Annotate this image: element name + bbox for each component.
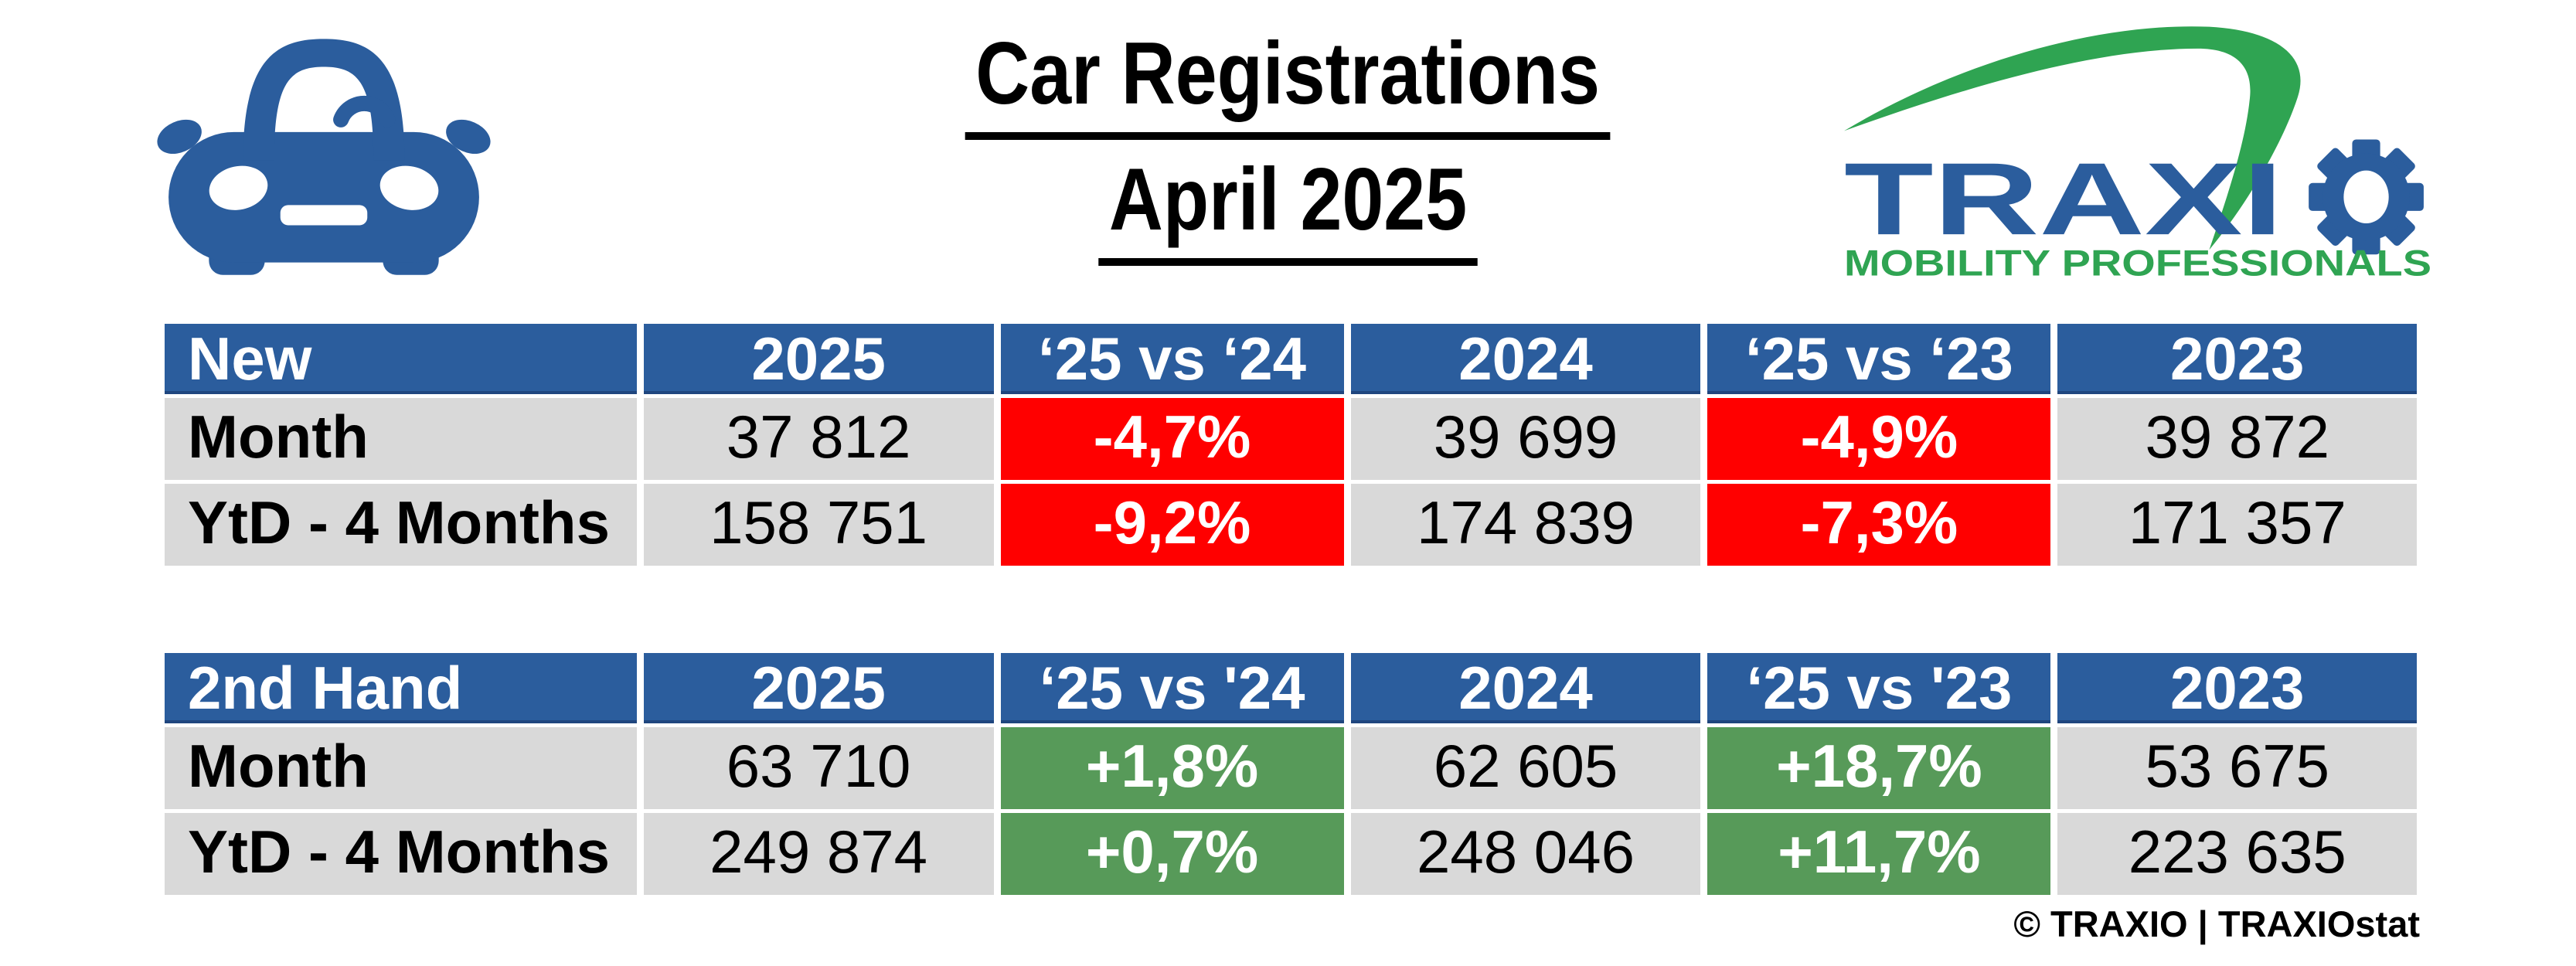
column-header-2024: 2024	[1343, 649, 1708, 727]
traxio-logo: TRAXI MOBILITY PROFESSIONALS	[1844, 12, 2435, 284]
new-cars-table: New 2025 ‘25 vs ‘24 2024 ‘25 vs ‘23 2023…	[158, 320, 2424, 570]
gear-icon	[2309, 139, 2424, 255]
new-table-header-row: New 2025 ‘25 vs ‘24 2024 ‘25 vs ‘23 2023	[158, 320, 2424, 398]
delta-cell: +0,7%	[993, 809, 1351, 899]
value-cell: 37 812	[636, 394, 1001, 484]
page-title-line1: Car Registrations	[0, 20, 2576, 141]
delta-cell: -9,2%	[993, 480, 1351, 570]
column-header-2023: 2023	[2050, 649, 2424, 727]
value-cell: 62 605	[1343, 723, 1708, 813]
row-label: Month	[158, 394, 644, 484]
value-cell: 249 874	[636, 809, 1001, 899]
traxio-logo-svg: TRAXI MOBILITY PROFESSIONALS	[1844, 26, 2431, 284]
car-icon-svg	[157, 39, 491, 275]
logo-swoosh	[1844, 26, 2301, 250]
column-header-25vs23: ‘25 vs ‘23	[1700, 320, 2058, 398]
value-cell: 53 675	[2050, 723, 2424, 813]
delta-cell: +11,7%	[1700, 809, 2058, 899]
column-header-2nd-hand: 2nd Hand	[158, 649, 644, 727]
logo-brand-text: TRAXI	[1844, 142, 2283, 257]
logo-tagline: MOBILITY PROFESSIONALS	[1844, 243, 2431, 281]
page-title-line2-text: April 2025	[1098, 146, 1478, 267]
row-label: YtD - 4 Months	[158, 480, 644, 570]
copyright-credit: © TRAXIO | TRAXIOstat	[2013, 903, 2420, 944]
value-cell: 248 046	[1343, 809, 1708, 899]
delta-cell: +1,8%	[993, 723, 1351, 813]
table-row-month: Month 63 710 +1,8% 62 605 +18,7% 53 675	[158, 723, 2424, 813]
column-header-25vs23: ‘25 vs '23	[1700, 649, 2058, 727]
row-label: Month	[158, 723, 644, 813]
value-cell: 158 751	[636, 480, 1001, 570]
page-title: Car Registrations April 2025	[0, 20, 2576, 267]
column-header-2023: 2023	[2050, 320, 2424, 398]
column-header-25vs24: ‘25 vs ‘24	[993, 320, 1351, 398]
delta-cell: -4,9%	[1700, 394, 2058, 484]
value-cell: 39 872	[2050, 394, 2424, 484]
value-cell: 171 357	[2050, 480, 2424, 570]
delta-cell: -4,7%	[993, 394, 1351, 484]
value-cell: 174 839	[1343, 480, 1708, 570]
column-header-2024: 2024	[1343, 320, 1708, 398]
column-header-2025: 2025	[636, 649, 1001, 727]
table-row-month: Month 37 812 -4,7% 39 699 -4,9% 39 872	[158, 394, 2424, 484]
table-row-ytd: YtD - 4 Months 158 751 -9,2% 174 839 -7,…	[158, 480, 2424, 570]
delta-cell: -7,3%	[1700, 480, 2058, 570]
column-header-new: New	[158, 320, 644, 398]
car-icon	[153, 17, 495, 281]
column-header-2025: 2025	[636, 320, 1001, 398]
value-cell: 63 710	[636, 723, 1001, 813]
value-cell: 39 699	[1343, 394, 1708, 484]
delta-cell: +18,7%	[1700, 723, 2058, 813]
second-hand-table: 2nd Hand 2025 ‘25 vs '24 2024 ‘25 vs '23…	[158, 649, 2424, 899]
page-title-line1-text: Car Registrations	[965, 20, 1611, 141]
page-title-line2: April 2025	[0, 146, 2576, 267]
column-header-25vs24: ‘25 vs '24	[993, 649, 1351, 727]
value-cell: 223 635	[2050, 809, 2424, 899]
row-label: YtD - 4 Months	[158, 809, 644, 899]
second-hand-header-row: 2nd Hand 2025 ‘25 vs '24 2024 ‘25 vs '23…	[158, 649, 2424, 727]
table-row-ytd: YtD - 4 Months 249 874 +0,7% 248 046 +11…	[158, 809, 2424, 899]
